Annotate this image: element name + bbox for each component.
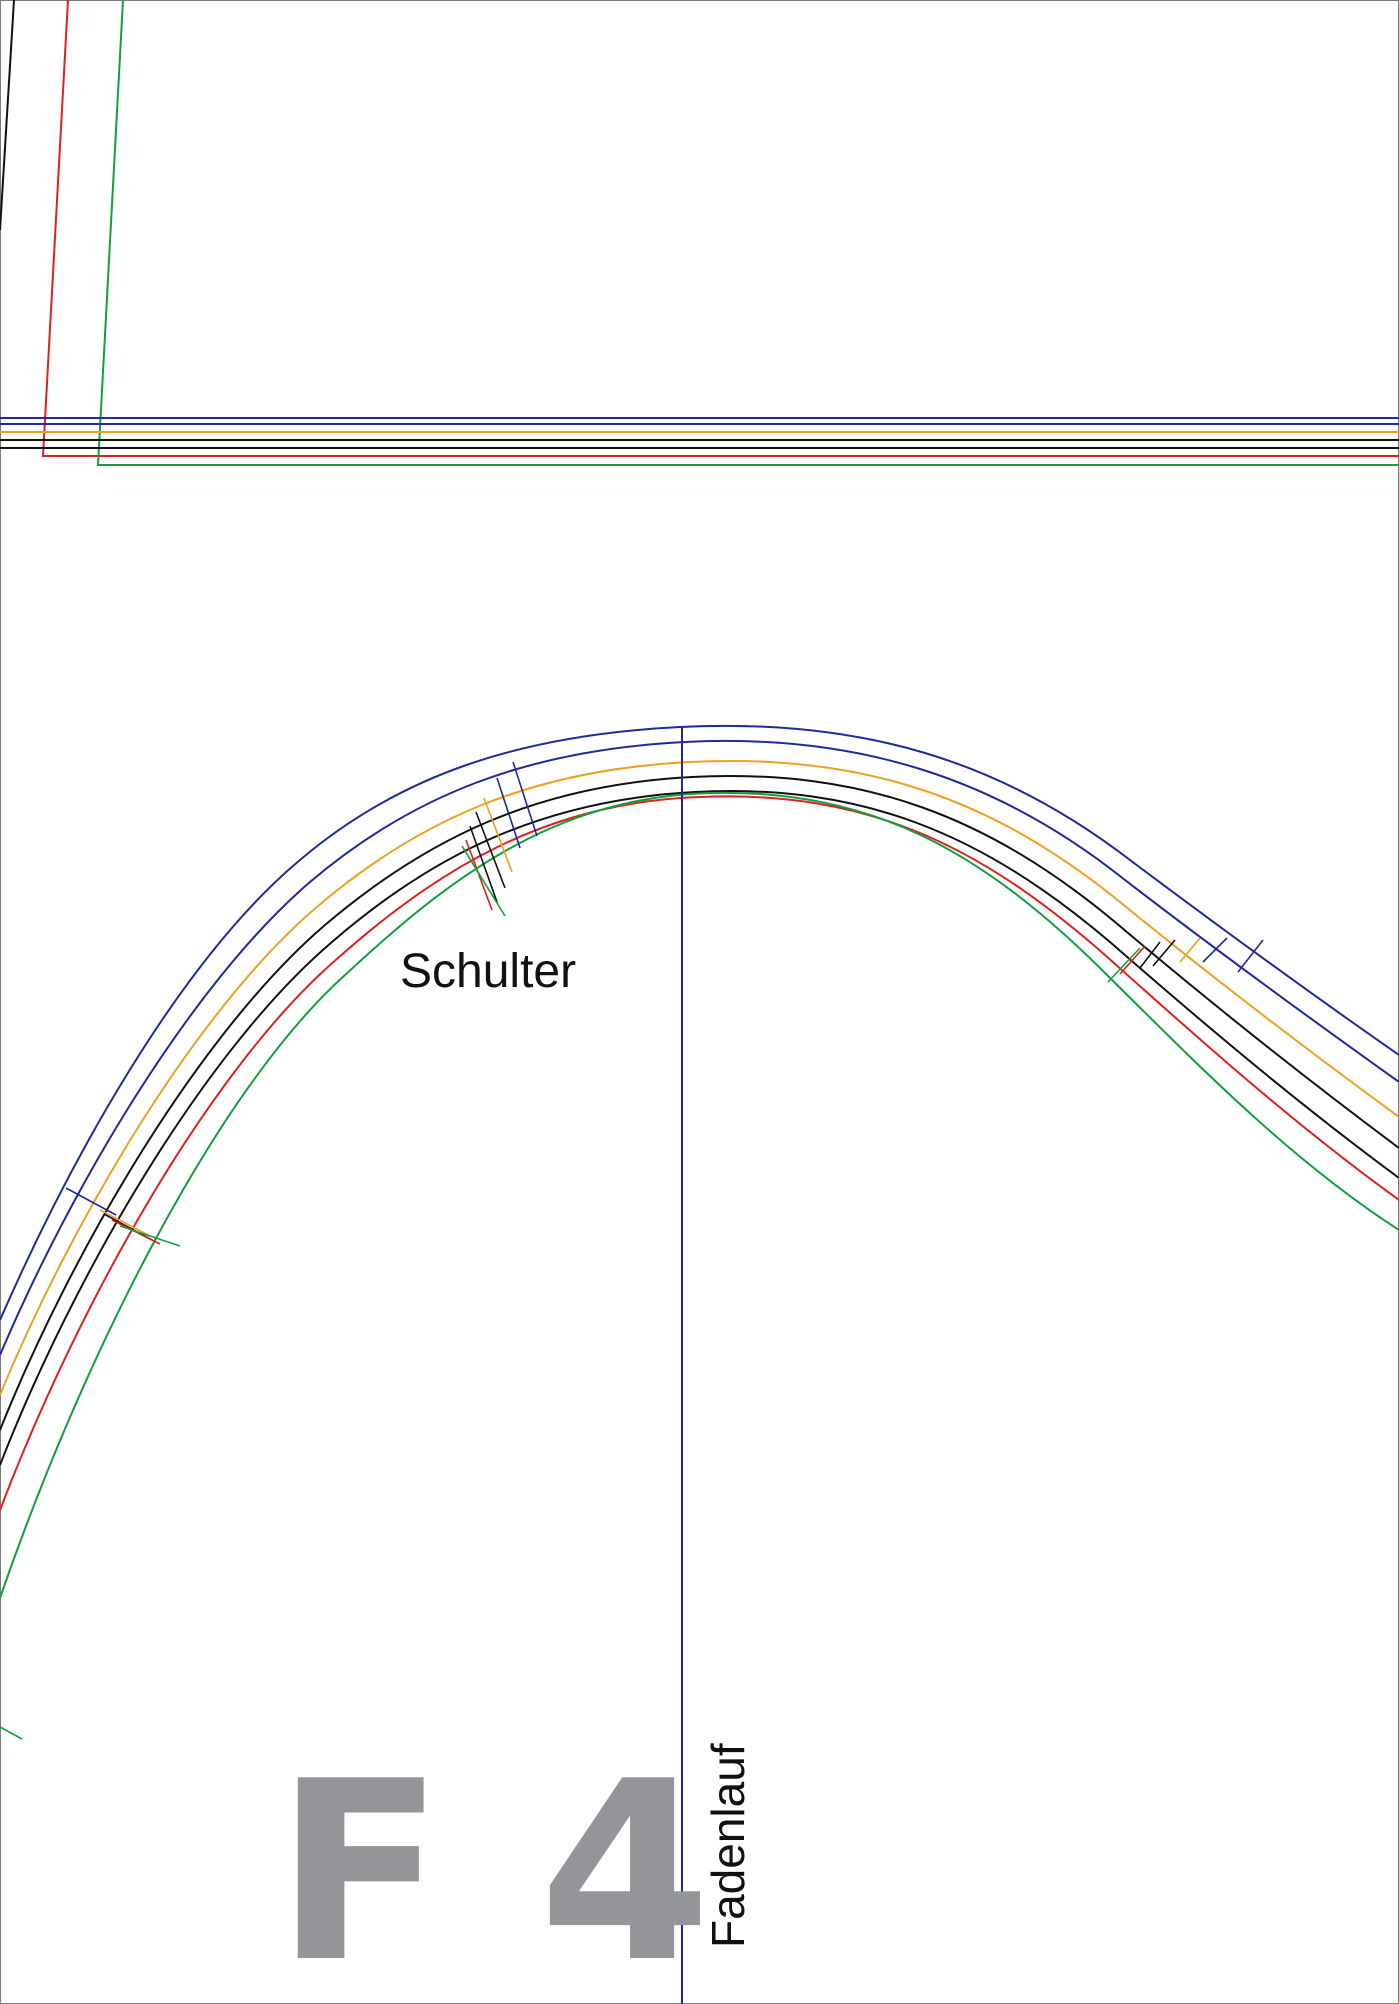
grainline-label: Fadenlauf <box>702 1743 754 1948</box>
curve-blue-inner <box>0 739 1399 1356</box>
shoulder-label: Schulter <box>400 945 576 998</box>
upper-panel-lines <box>0 0 1399 466</box>
page-code: F 4 <box>275 1729 715 2004</box>
notches-right <box>1107 937 1264 983</box>
curve-orange <box>0 759 1399 1396</box>
curve-green <box>0 791 1399 1599</box>
panel-edge-black <box>0 0 15 231</box>
curve-black-1 <box>0 775 1399 1431</box>
curve-blue-outer <box>0 724 1399 1321</box>
curve-black-2 <box>0 790 1399 1466</box>
notches-shoulder <box>461 761 538 917</box>
curve-red <box>0 795 1399 1511</box>
shoulder-curves <box>0 724 1399 1599</box>
panel-edge-red <box>41 0 1399 457</box>
panel-edge-green <box>96 0 1399 466</box>
notches-lower-left <box>0 1187 181 1740</box>
